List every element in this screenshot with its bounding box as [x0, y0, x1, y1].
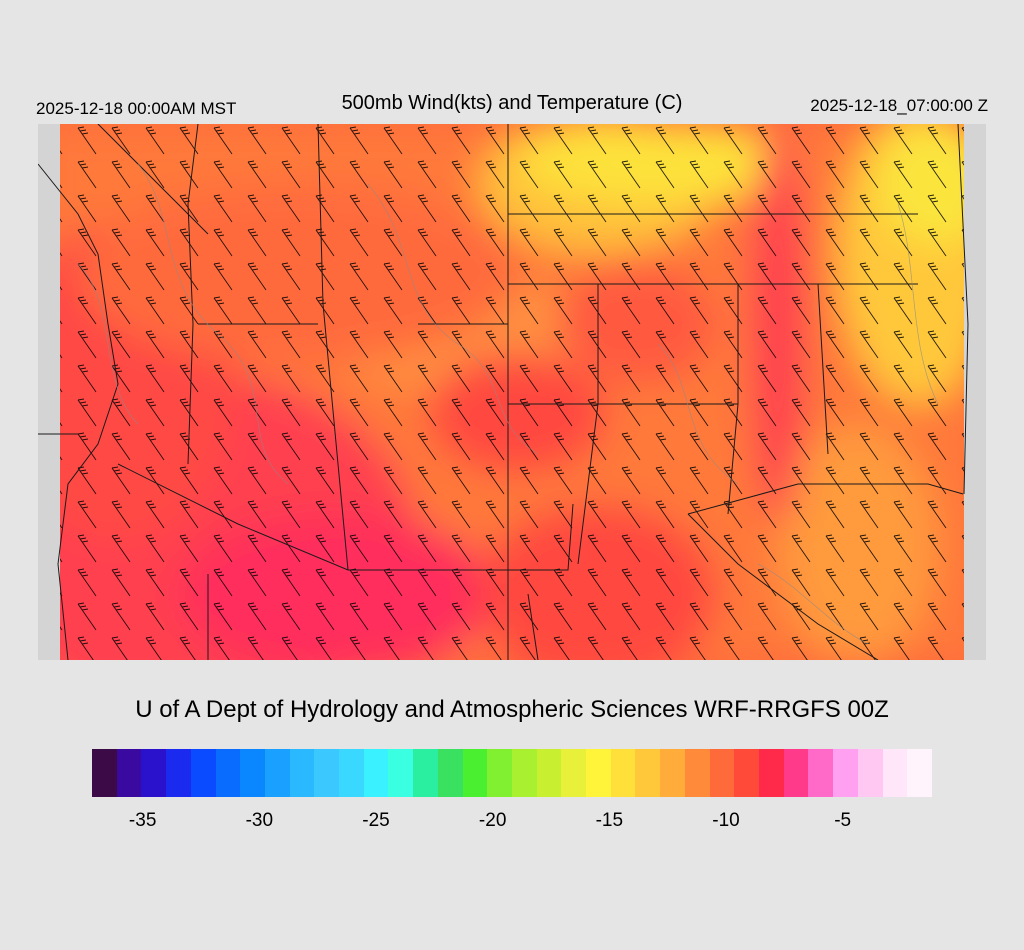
colorbar-swatch	[758, 749, 784, 797]
colorbar-swatch	[635, 749, 661, 797]
colorbar-swatch	[536, 749, 562, 797]
map-canvas	[38, 124, 986, 660]
colorbar-tick-label: -25	[362, 810, 390, 831]
colorbar-swatch	[314, 749, 340, 797]
wind-barbs	[60, 124, 964, 660]
colorbar-swatch	[116, 749, 142, 797]
colorbar-swatch	[289, 749, 315, 797]
colorbar-tick-label: -5	[834, 810, 852, 831]
colorbar-swatch	[339, 749, 364, 797]
colorbar-swatch	[166, 749, 191, 797]
colorbar-swatch	[92, 749, 117, 797]
colorbar-tick-label: -35	[128, 810, 157, 831]
colorbar-swatch	[709, 749, 735, 797]
colorbar-swatch	[141, 749, 167, 797]
colorbar-swatch	[907, 749, 932, 797]
colorbar-tick-label: -20	[478, 810, 507, 831]
colorbar-swatch	[808, 749, 834, 797]
credit-line: U of A Dept of Hydrology and Atmospheric…	[135, 696, 889, 723]
state-boundaries	[38, 124, 969, 660]
colorbar-swatch	[783, 749, 809, 797]
terrain-contours	[77, 163, 939, 645]
weather-map	[38, 124, 986, 660]
colorbar-swatch	[190, 749, 216, 797]
colorbar-swatch	[857, 749, 883, 797]
colorbar-swatch	[660, 749, 685, 797]
colorbar-swatch	[833, 749, 858, 797]
colorbar-tick-label: -10	[712, 810, 740, 831]
colorbar-swatch	[610, 749, 636, 797]
colorbar-swatch	[734, 749, 759, 797]
colorbar-swatch	[215, 749, 241, 797]
colorbar-swatch	[240, 749, 265, 797]
colorbar-swatch	[511, 749, 537, 797]
map-title: 500mb Wind(kts) and Temperature (C)	[341, 92, 683, 114]
colorbar-swatch	[462, 749, 488, 797]
temperature-colorbar	[92, 749, 932, 797]
colorbar-swatch	[487, 749, 512, 797]
colorbar-ticks: -35 -30 -25 -20 -15 -10 -5	[0, 810, 1024, 840]
colorbar-swatch	[264, 749, 290, 797]
valid-utc-time: 2025-12-18_07:00:00 Z	[810, 96, 988, 115]
colorbar-swatch	[586, 749, 611, 797]
colorbar-swatch	[413, 749, 438, 797]
colorbar-tick-label: -15	[595, 810, 624, 831]
colorbar-swatch	[684, 749, 710, 797]
colorbar-swatch	[561, 749, 587, 797]
colorbar-tick-label: -30	[245, 810, 274, 831]
colorbar-swatch	[388, 749, 414, 797]
colorbar-swatch	[363, 749, 389, 797]
colorbar-swatch	[437, 749, 463, 797]
colorbar-swatch	[882, 749, 908, 797]
valid-local-time: 2025-12-18 00:00AM MST	[36, 99, 237, 118]
